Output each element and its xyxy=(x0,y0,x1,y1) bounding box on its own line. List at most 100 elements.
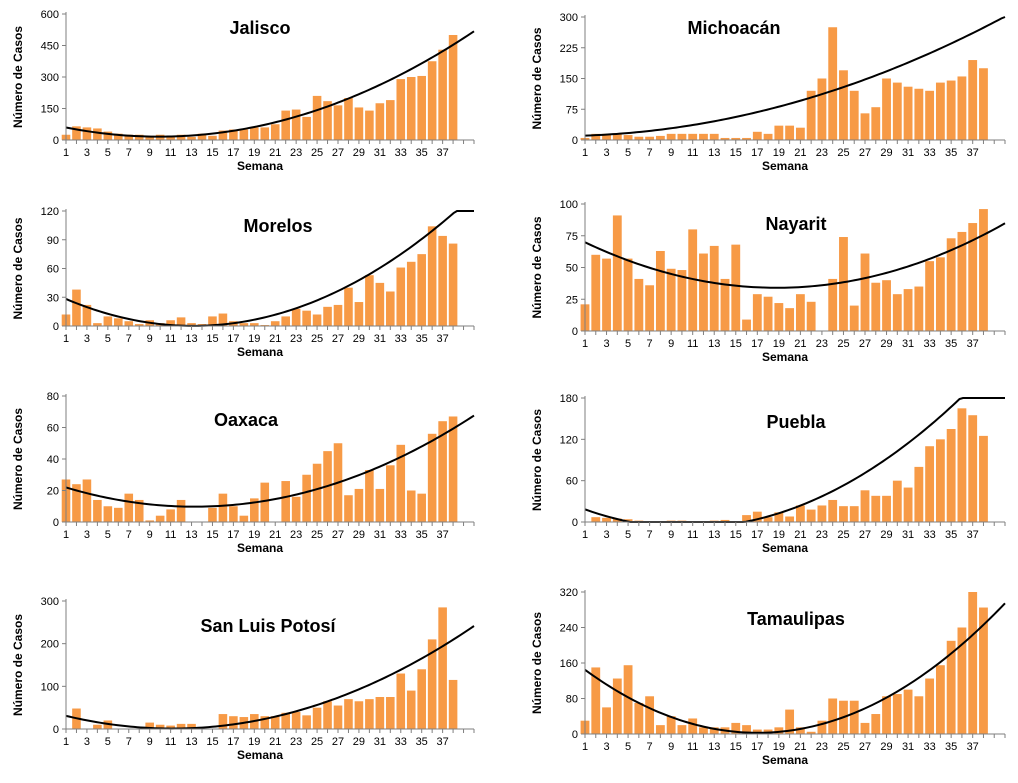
bar xyxy=(406,690,416,729)
y-tick-label: 240 xyxy=(560,623,578,635)
x-tick-label: 27 xyxy=(332,333,344,345)
bar xyxy=(438,421,447,522)
bar xyxy=(333,705,343,729)
x-tick-label: 23 xyxy=(816,741,828,753)
bar xyxy=(957,408,967,522)
bar xyxy=(839,506,848,522)
bar xyxy=(260,127,270,140)
bar xyxy=(677,133,687,140)
bar xyxy=(375,103,385,140)
bar xyxy=(752,729,762,734)
y-tick-label: 80 xyxy=(47,391,59,403)
bar xyxy=(785,709,795,734)
bar xyxy=(666,716,676,734)
bar xyxy=(720,519,730,522)
x-tick-label: 19 xyxy=(773,741,785,753)
x-tick-label: 7 xyxy=(647,529,653,541)
x-tick-label: 21 xyxy=(269,147,281,159)
x-tick-label: 17 xyxy=(227,736,239,748)
bar xyxy=(176,499,186,522)
x-tick-label: 11 xyxy=(687,529,698,541)
x-tick-label: 7 xyxy=(647,338,653,350)
bar xyxy=(602,707,611,735)
bar xyxy=(302,715,311,729)
x-tick-label: 13 xyxy=(708,338,720,350)
bar xyxy=(882,280,891,331)
bar xyxy=(946,238,956,331)
bar xyxy=(935,82,945,140)
x-axis-label: Semana xyxy=(237,541,283,555)
bar xyxy=(396,444,406,522)
y-tick-label: 60 xyxy=(566,476,578,488)
chart-title: Morelos xyxy=(243,216,312,236)
bar xyxy=(892,694,902,734)
x-tick-label: 15 xyxy=(206,147,218,159)
bar xyxy=(774,512,784,522)
bar xyxy=(176,723,186,729)
trend-line xyxy=(65,414,475,508)
bar xyxy=(752,511,762,522)
bar xyxy=(849,700,859,734)
chart-title: Oaxaca xyxy=(214,410,279,430)
x-tick-label: 35 xyxy=(945,741,957,753)
bar xyxy=(731,137,741,140)
x-tick-label: 31 xyxy=(374,147,386,159)
x-tick-label: 19 xyxy=(248,529,260,541)
bar xyxy=(828,698,838,734)
y-axis-label: Número de Casos xyxy=(11,408,25,510)
x-tick-label: 19 xyxy=(248,147,260,159)
bar xyxy=(145,135,154,140)
bar xyxy=(795,505,805,522)
x-tick-label: 3 xyxy=(84,736,90,748)
x-tick-label: 27 xyxy=(859,741,871,753)
y-tick-label: 300 xyxy=(41,596,59,608)
bar xyxy=(806,731,816,734)
x-tick-label: 5 xyxy=(105,333,111,345)
bar xyxy=(946,80,956,140)
bar xyxy=(882,696,891,734)
x-tick-label: 5 xyxy=(105,529,111,541)
bar xyxy=(882,78,891,140)
bar xyxy=(365,699,374,729)
x-tick-label: 19 xyxy=(248,736,260,748)
bar xyxy=(925,678,935,734)
x-tick-label: 23 xyxy=(290,736,302,748)
x-tick-label: 5 xyxy=(105,147,111,159)
bar xyxy=(218,493,228,522)
x-tick-label: 29 xyxy=(880,147,892,159)
x-tick-label: 29 xyxy=(353,333,365,345)
bar xyxy=(145,520,154,522)
y-tick-label: 75 xyxy=(566,104,578,116)
bar xyxy=(93,128,102,140)
y-axis-label: Número de Casos xyxy=(11,26,25,128)
x-tick-label: 13 xyxy=(185,529,197,541)
x-tick-label: 25 xyxy=(837,147,849,159)
bar xyxy=(72,289,81,326)
bar xyxy=(806,301,816,331)
x-tick-label: 37 xyxy=(967,529,979,541)
bar xyxy=(612,215,622,331)
x-tick-label: 7 xyxy=(647,741,653,753)
y-tick-label: 25 xyxy=(566,294,578,306)
x-tick-label: 21 xyxy=(794,741,806,753)
x-tick-label: 3 xyxy=(84,333,90,345)
bar xyxy=(448,416,458,522)
x-tick-label: 29 xyxy=(353,736,365,748)
bar xyxy=(817,720,827,734)
bar xyxy=(291,308,301,326)
x-tick-label: 37 xyxy=(436,736,448,748)
x-tick-label: 11 xyxy=(165,147,176,159)
bar xyxy=(699,133,708,140)
y-axis-label: Número de Casos xyxy=(530,216,544,318)
bar xyxy=(438,235,447,326)
bar xyxy=(218,313,228,326)
bar xyxy=(176,317,186,327)
bar xyxy=(396,267,406,326)
bar xyxy=(634,278,644,331)
x-tick-label: 27 xyxy=(332,529,344,541)
x-tick-label: 15 xyxy=(730,147,742,159)
bar xyxy=(968,223,978,331)
